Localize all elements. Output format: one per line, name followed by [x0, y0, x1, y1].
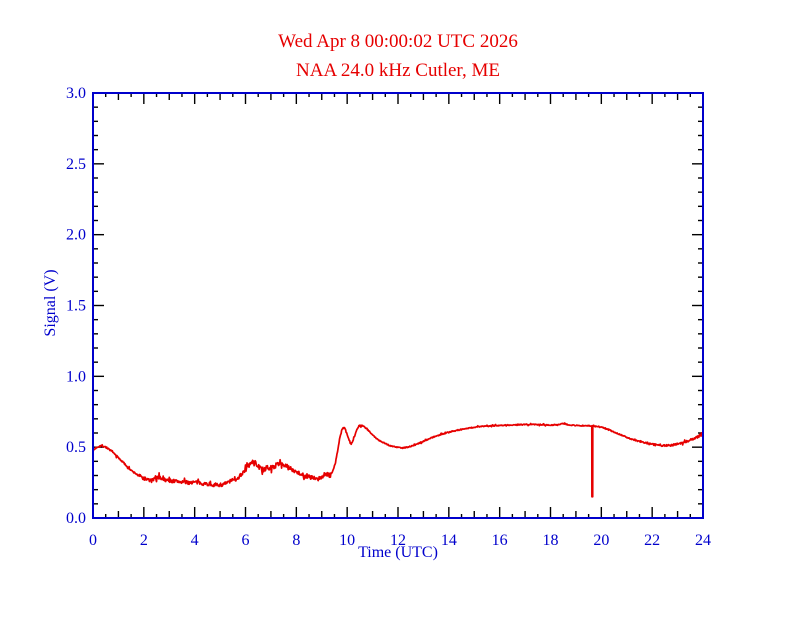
- x-tick-label: 0: [89, 532, 97, 549]
- y-tick-label: 1.0: [66, 368, 86, 385]
- axis-tick-labels: 0 2 4 6 8 10 12 14 16 18 20 22 240.00.51.01.52.02.53…: [66, 85, 711, 549]
- x-tick-label: 20: [593, 532, 609, 549]
- x-tick-label: 18: [543, 532, 559, 549]
- x-tick-label: 6: [242, 532, 250, 549]
- chart-subtitle: NAA 24.0 kHz Cutler, ME: [296, 60, 500, 81]
- x-tick-label: 8: [292, 532, 300, 549]
- y-tick-label: 3.0: [66, 85, 86, 102]
- signal-curve: [92, 422, 704, 498]
- y-tick-label: 2.0: [66, 227, 86, 244]
- x-tick-label: 2: [140, 532, 148, 549]
- chart-title: Wed Apr 8 00:00:02 UTC 2026: [278, 31, 518, 52]
- y-tick-label: 0.5: [66, 439, 86, 456]
- y-tick-label: 2.5: [66, 156, 86, 173]
- x-tick-label: 24: [695, 532, 711, 549]
- y-tick-label: 0.0: [66, 510, 86, 527]
- y-tick-label: 1.5: [66, 298, 86, 315]
- x-tick-label: 4: [191, 532, 199, 549]
- x-tick-label: 10: [339, 532, 355, 549]
- x-tick-label: 14: [441, 532, 457, 549]
- axis-ticks: [92, 92, 704, 519]
- y-axis-label: Signal (V): [42, 269, 59, 336]
- plot-frame: [92, 92, 704, 519]
- x-tick-label: 16: [492, 532, 508, 549]
- x-tick-label: 12: [390, 532, 406, 549]
- signal-trace: [92, 422, 704, 498]
- x-axis-label: Time (UTC): [358, 544, 438, 561]
- x-tick-label: 22: [644, 532, 660, 549]
